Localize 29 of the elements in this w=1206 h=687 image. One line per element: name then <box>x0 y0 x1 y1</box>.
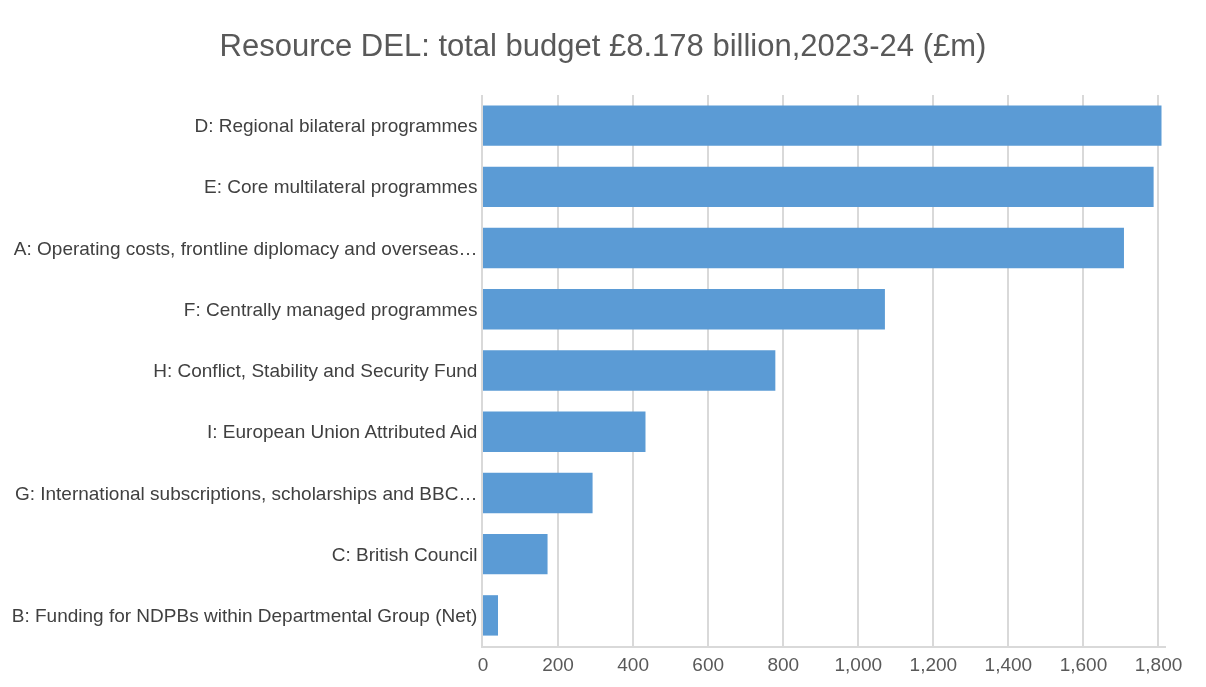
bar <box>483 289 885 330</box>
x-tick-label: 200 <box>542 653 574 675</box>
x-tick-label: 1,800 <box>1134 653 1183 675</box>
x-tick-label: 0 <box>477 653 489 675</box>
x-tick-label: 400 <box>617 653 649 675</box>
x-tick-label: 1,600 <box>1059 653 1108 675</box>
y-tick-label: F: Centrally managed programmes <box>183 298 478 320</box>
bar <box>483 350 776 391</box>
y-tick-label: D: Regional bilateral programmes <box>194 115 478 137</box>
bar <box>483 472 593 514</box>
y-tick-label: I: European Union Attributed Aid <box>207 421 478 443</box>
bar <box>483 411 646 452</box>
x-tick-label: 600 <box>692 653 725 675</box>
chart-title: Resource DEL: total budget £8.178 billion,2023-24 (£m) <box>219 28 987 64</box>
y-tick-label: G: International subscriptions, scholarships and BBC… <box>14 482 478 504</box>
bar <box>483 595 499 636</box>
y-tick-label: E: Core multilateral programmes <box>203 176 478 198</box>
y-tick-label: H: Conflict, Stability and Security Fund <box>153 360 478 382</box>
x-tick-label: 1,200 <box>909 653 958 675</box>
x-tick-label: 1,400 <box>984 653 1033 675</box>
x-tick-label: 1,000 <box>834 653 883 675</box>
y-tick-label: C: British Council <box>331 543 478 565</box>
bar <box>483 227 1124 269</box>
bar <box>483 533 548 575</box>
x-tick-label: 800 <box>767 653 800 675</box>
y-tick-label: B: Funding for NDPBs within Departmental Group (Net) <box>11 605 478 627</box>
y-tick-label: A: Operating costs, frontline diplomacy and overseas… <box>13 237 478 259</box>
bar <box>483 105 1162 146</box>
bar <box>483 166 1154 208</box>
